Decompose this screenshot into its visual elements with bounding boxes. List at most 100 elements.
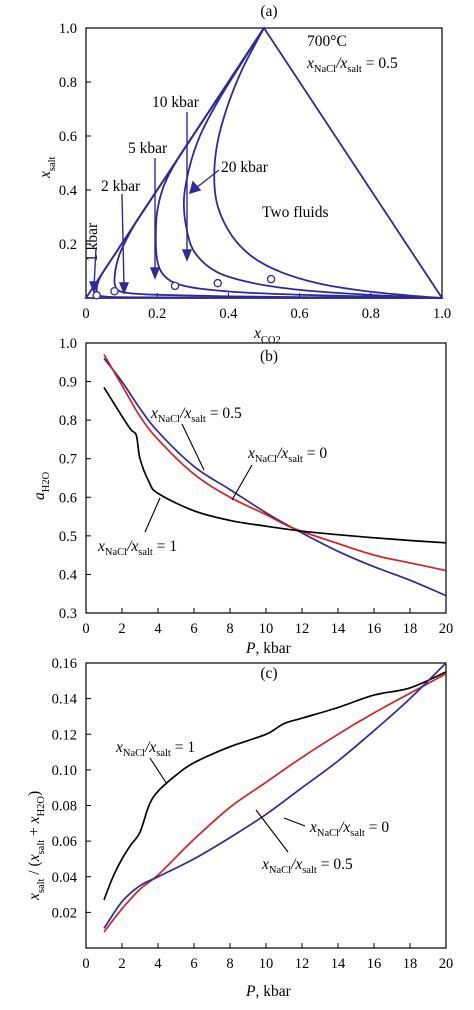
leader-c-ratio-1 — [149, 757, 168, 785]
panel-b-y-tick-label: 0.5 — [59, 529, 77, 545]
panel-a-label: (a) — [260, 3, 277, 20]
panel-c-leaders — [149, 757, 306, 853]
curve-5-kbar — [154, 27, 443, 299]
panel-b-x-tick-label: 16 — [367, 621, 382, 637]
panel-c-y-tick-label: 0.06 — [52, 834, 77, 850]
panel-b-chart: (b) 0 2 4 6 8 10 12 14 16 18 200.30.40.50.60.70.80… — [31, 336, 453, 657]
panel-c-x-tick-label: 2 — [118, 956, 125, 972]
panel-b-y-tick-label: 0.4 — [59, 567, 78, 583]
arrow-2-kbar — [121, 193, 125, 289]
panel-c-ticks: 0 2 4 6 8 10 12 14 16 18 20 0.02 0.04 0.06 0.08 0.10 0.1… — [52, 656, 454, 972]
arrow-1-kbar-head — [88, 281, 100, 294]
panel-b-curves — [103, 354, 447, 597]
arrow-2-kbar-head — [118, 282, 130, 295]
curve-2-kbar — [113, 27, 443, 299]
panel-c-series-line — [103, 672, 447, 933]
panel-c-y-tick-label: 0.04 — [52, 870, 78, 886]
panel-b-x-tick-label: 14 — [331, 621, 346, 637]
label-2-kbar: 2 kbar — [101, 178, 141, 195]
panel-b-label: (b) — [260, 348, 278, 365]
panel-c-x-tick-label: 10 — [259, 956, 274, 972]
panel-c-y-tick-label: 0.12 — [52, 727, 77, 743]
critical-point-marker — [92, 291, 101, 300]
panel-c-curves — [103, 662, 447, 933]
panel-c-label-ratio-0-5: xNaCl/xsalt = 0.5 — [261, 856, 353, 876]
panel-a-y-tick-label: 0.2 — [59, 237, 77, 253]
panel-c-label: (c) — [260, 665, 277, 682]
panel-a-y-tick-label: 0.6 — [59, 129, 77, 145]
panel-b-label-ratio-1: xNaCl/xsalt = 1 — [97, 538, 177, 558]
leader-b-ratio-1 — [144, 497, 161, 533]
panel-c-y-axis-label: xsalt / (xsalt + xH2O) — [26, 791, 47, 901]
panel-b-series-line — [103, 354, 447, 572]
panel-c-label-ratio-0: xNaCl/xsalt = 0 — [309, 819, 389, 839]
label-1-kbar: 1 kbar — [84, 222, 101, 262]
panel-c-y-tick-label: 0.16 — [52, 656, 77, 672]
panel-b-x-tick-label: 18 — [403, 621, 418, 637]
panel-b-y-tick-label: 0.3 — [59, 606, 77, 622]
panel-c-x-tick-label: 12 — [295, 956, 310, 972]
panel-b-x-axis-label: P, kbar — [245, 640, 292, 657]
panel-a-ticks: 0 0.2 0.4 0.6 0.8 1.0 0.2 0.4 0.6 0.8 1.0 — [59, 21, 451, 322]
panel-a-y-tick-label: 1.0 — [59, 21, 77, 37]
arrow-20-kbar — [195, 169, 220, 189]
panel-b-x-tick-label: 2 — [118, 621, 125, 637]
panel-b-x-tick-label: 8 — [226, 621, 233, 637]
panel-c-series-line — [103, 662, 447, 929]
panel-b-label-ratio-0: xNaCl/xsalt = 0 — [247, 445, 327, 465]
two-fluids-label: Two fluids — [262, 204, 329, 221]
panel-c-y-tick-label: 0.08 — [52, 799, 77, 815]
panel-c-label-ratio-1: xNaCl/xsalt = 1 — [115, 739, 195, 759]
temperature-label: 700°C — [307, 33, 347, 50]
panel-c-x-tick-label: 18 — [403, 956, 418, 972]
arrow-20-kbar-head — [188, 180, 202, 195]
arrow-1-kbar — [93, 247, 97, 288]
panel-a-x-axis-label: xCO2 — [253, 325, 281, 346]
panel-c-series-line — [103, 671, 447, 901]
panel-a-x-tick-label: 0.2 — [148, 306, 166, 322]
panel-b-ticks: 0 2 4 6 8 10 12 14 16 18 20 0.3 0.4 0.5 0.6 0.7 0.8 0.9 1.… — [59, 336, 453, 637]
panel-a-markers — [92, 274, 276, 300]
label-20-kbar: 20 kbar — [221, 159, 269, 176]
panel-c-x-axis-label: P, kbar — [245, 983, 292, 1000]
panel-b-x-tick-label: 0 — [82, 621, 89, 637]
panel-c-x-tick-label: 4 — [154, 956, 162, 972]
panel-a-x-tick-label: 1.0 — [433, 306, 451, 322]
arrow-5-kbar-head — [149, 267, 161, 280]
panel-b-frame — [85, 342, 447, 614]
arrow-10-kbar-head — [181, 249, 193, 262]
leader-c-ratio-0-5 — [255, 809, 289, 853]
panel-b-y-tick-label: 0.9 — [59, 375, 77, 391]
panel-c-y-tick-label: 0.14 — [52, 692, 78, 708]
panel-a-x-tick-label: 0 — [82, 306, 89, 322]
panel-b-x-tick-label: 4 — [154, 621, 162, 637]
leader-b-ratio-0-5 — [181, 423, 205, 471]
panel-c-x-tick-label: 16 — [367, 956, 382, 972]
panel-b-x-tick-label: 20 — [439, 621, 454, 637]
panel-a-x-tick-label: 0.8 — [362, 306, 380, 322]
critical-point-marker — [266, 274, 276, 284]
panel-a-curves — [84, 26, 444, 299]
panel-c-x-tick-label: 14 — [331, 956, 346, 972]
panel-b-y-tick-label: 0.8 — [59, 413, 77, 429]
panel-b-y-axis-label: aH2O — [31, 471, 52, 500]
panel-c-x-tick-label: 0 — [82, 956, 89, 972]
panel-b-x-tick-label: 10 — [259, 621, 274, 637]
panel-c-y-tick-label: 0.02 — [52, 905, 77, 921]
panel-a-y-tick-label: 0.8 — [59, 75, 77, 91]
critical-point-marker — [110, 286, 119, 296]
panel-a-ternary-chart: (a) 0 0.2 0.4 0.6 0.8 1.0 0.2 0.4 0.6 0.8 1.0 xCO2… — [37, 3, 451, 346]
panel-c-x-tick-label: 8 — [226, 956, 233, 972]
panel-a-y-axis-label: xsalt — [37, 156, 58, 179]
panel-b-leaders — [144, 423, 253, 533]
leader-c-ratio-0 — [283, 817, 306, 827]
panel-a-arrows — [88, 112, 220, 295]
panel-b-x-tick-label: 6 — [190, 621, 197, 637]
panel-b-series-line — [103, 357, 447, 597]
panel-b-y-tick-label: 1.0 — [59, 336, 77, 352]
panel-c-y-tick-label: 0.10 — [52, 763, 77, 779]
panel-c-x-tick-label: 6 — [190, 956, 197, 972]
panel-b-y-tick-label: 0.6 — [59, 490, 77, 506]
panel-c-frame — [85, 662, 447, 949]
